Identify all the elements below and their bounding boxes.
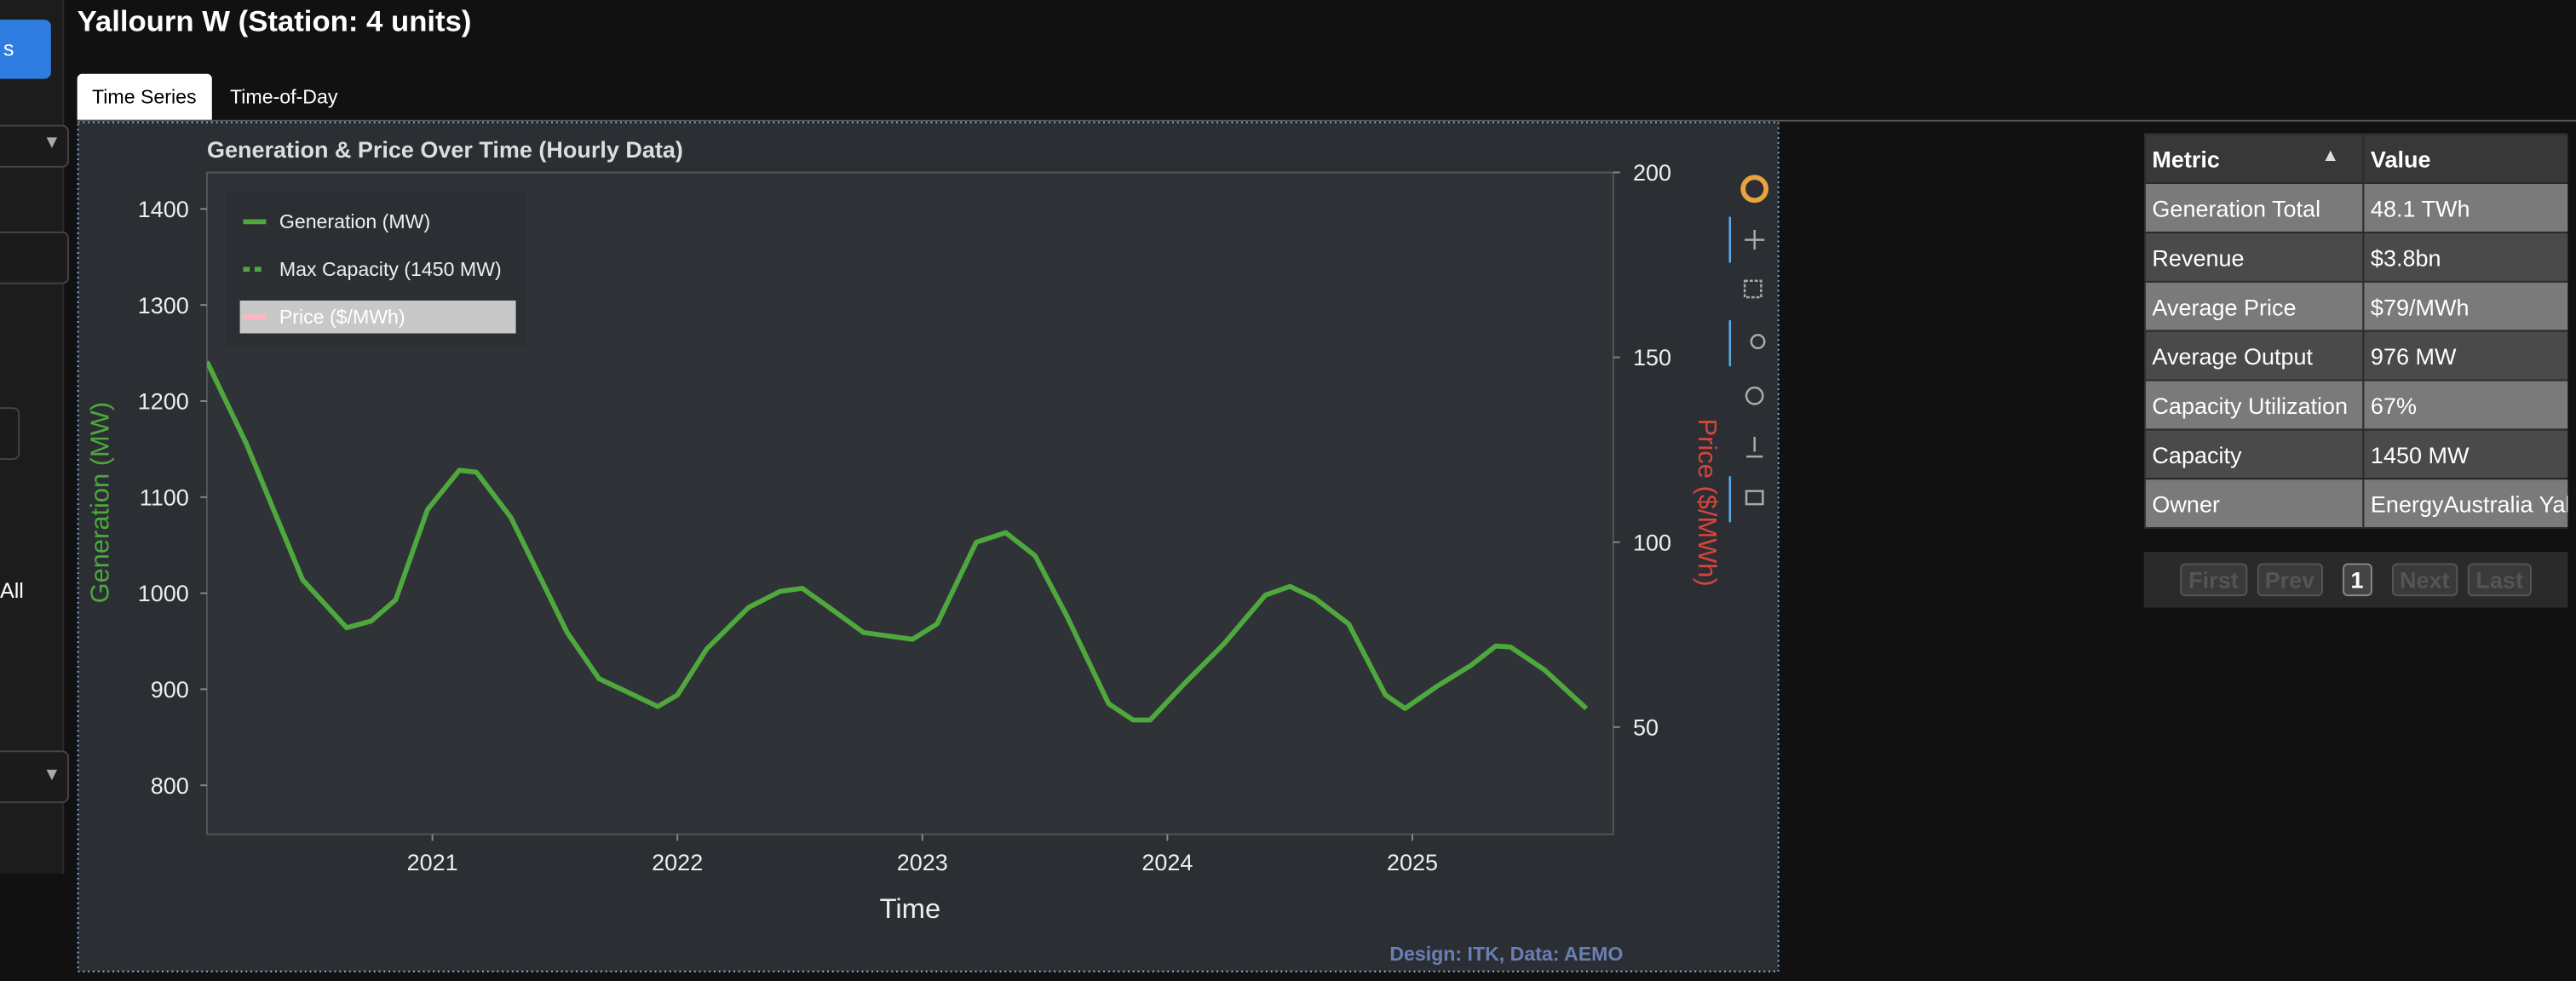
y2-tick-label: 150 — [1633, 345, 1671, 370]
table-cell: $3.8bn — [2362, 231, 2568, 283]
y-tick-label: 1300 — [138, 293, 189, 318]
plot-lines — [206, 360, 1589, 723]
x-tick-label: 2022 — [652, 850, 703, 875]
column-header[interactable]: Value — [2362, 133, 2568, 184]
x-tick-label: 2025 — [1387, 850, 1438, 875]
sort-icon[interactable]: ▲ — [2321, 145, 2340, 165]
table-row: Average Output 976 MW — [2143, 330, 2568, 382]
hover-tool[interactable] — [1745, 490, 1764, 506]
input-box[interactable] — [0, 231, 69, 284]
table-cell: Capacity Utilization — [2143, 379, 2365, 431]
table-cell: 976 MW — [2362, 330, 2568, 382]
page-button[interactable]: Prev — [2256, 563, 2323, 597]
column-header[interactable]: Metric ▲ — [2143, 133, 2365, 184]
y-tick-label: 1000 — [138, 581, 189, 606]
x-tick-label: 2024 — [1141, 850, 1193, 875]
input-box[interactable] — [0, 407, 20, 460]
x-axis-label: Time — [880, 892, 941, 924]
table-cell: 67% — [2362, 379, 2568, 431]
wheel-zoom-tool[interactable] — [1750, 334, 1766, 350]
table-cell: Owner — [2143, 478, 2365, 529]
table-cell: Revenue — [2143, 231, 2365, 283]
y-tick-label: 1400 — [138, 197, 189, 222]
table-cell: Generation Total — [2143, 182, 2365, 233]
table-cell: $79/MWh — [2362, 280, 2568, 332]
table-row: Capacity 1450 MW — [2143, 428, 2568, 480]
reset-tool[interactable] — [1745, 386, 1764, 405]
x-tick-label: 2021 — [407, 850, 458, 875]
legend-label[interactable]: Generation (MW) — [279, 210, 430, 232]
y-axis-label: Generation (MW) — [84, 402, 114, 604]
table-cell: Average Price — [2143, 280, 2365, 332]
pagination: First Prev 1 Next Last — [2143, 551, 2568, 608]
tab[interactable]: Time-of-Day — [229, 85, 338, 109]
tab[interactable]: Time Series — [77, 73, 211, 120]
table-row: Capacity Utilization 67% — [2143, 379, 2568, 431]
table-container: Metric ▲ Value Generation Total 48.1 TWh Reve… — [2143, 133, 2568, 554]
y-tick-label: 1200 — [138, 389, 189, 415]
y2-tick-label: 100 — [1633, 530, 1671, 555]
y-tick-label: 900 — [151, 677, 189, 703]
page-button[interactable]: First — [2180, 563, 2247, 597]
table-row: Generation Total 48.1 TWh — [2143, 182, 2568, 233]
dropdown[interactable]: ▼ — [0, 750, 69, 804]
table-cell: 48.1 TWh — [2362, 182, 2568, 233]
series-line — [206, 360, 1589, 723]
table-cell: 1450 MW — [2362, 428, 2568, 480]
chart: Generation & Price Over Time (Hourly Dat… — [77, 121, 1780, 972]
table-cell: Average Output — [2143, 330, 2365, 382]
save-tool[interactable] — [1746, 436, 1763, 458]
page-button[interactable]: Last — [2467, 563, 2532, 597]
table-row: Average Price $79/MWh — [2143, 280, 2568, 332]
credit: Design: ITK, Data: AEMO — [1389, 943, 1623, 965]
dropdown[interactable]: ▼ — [0, 124, 69, 168]
sidebar-label: All — [0, 577, 24, 603]
pan-tool[interactable] — [1745, 229, 1765, 250]
chart-title: Generation & Price Over Time (Hourly Dat… — [207, 137, 683, 163]
page-title: Yallourn W (Station: 4 units) — [77, 4, 472, 38]
x-tick-label: 2023 — [897, 850, 948, 875]
page-button[interactable]: Next — [2391, 563, 2458, 597]
y2-axis-label: Price ($/MWh) — [1693, 419, 1722, 587]
y2-tick-label: 50 — [1633, 714, 1659, 740]
table-cell: Capacity — [2143, 428, 2365, 480]
logo[interactable] — [1740, 175, 1769, 204]
y-tick-label: 1100 — [140, 485, 189, 510]
table-row: Revenue $3.8bn — [2143, 231, 2568, 283]
page-button[interactable]: 1 — [2342, 563, 2372, 597]
toolbar — [1728, 175, 1769, 523]
y2-tick-label: 200 — [1633, 160, 1671, 186]
divider — [77, 119, 2576, 122]
legend-label[interactable]: Price ($/MWh) — [279, 306, 405, 328]
legend-label[interactable]: Max Capacity (1450 MW) — [279, 258, 502, 280]
y-tick-label: 800 — [151, 773, 189, 799]
table-cell: EnergyAustralia Yallourn — [2362, 478, 2568, 529]
legend-item-hidden — [239, 300, 516, 334]
metrics-table: Metric ▲ Value Generation Total 48.1 TWh Reve… — [2143, 133, 2568, 529]
sidebar-button[interactable]: s — [0, 20, 51, 79]
